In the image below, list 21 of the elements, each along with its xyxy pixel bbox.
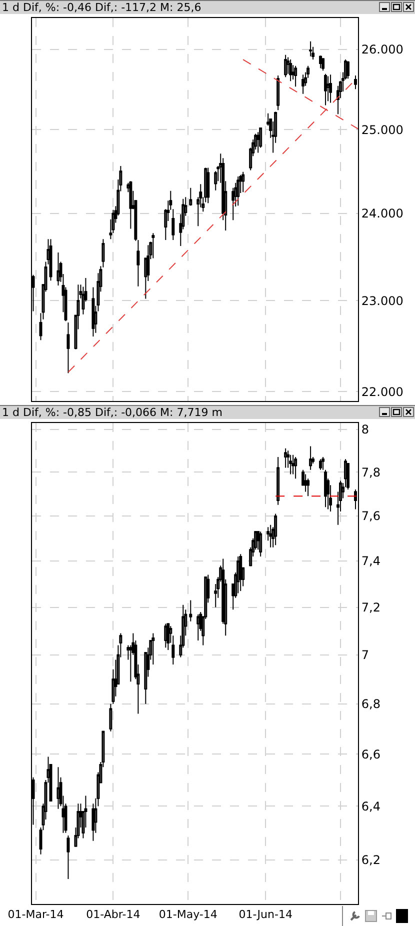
- y-tick-label: 6,2: [361, 853, 380, 868]
- y-tick-label: 25.000: [361, 122, 404, 137]
- y-tick-label: 26.000: [361, 42, 404, 56]
- chart-title: 1 d Dif, %: -0,85 Dif,: -0,066 M: 7,719 m: [2, 406, 222, 419]
- y-tick-label: 7,4: [361, 554, 380, 568]
- y-tick-label: 23.000: [361, 294, 404, 308]
- y-tick-label: 7,2: [361, 600, 380, 614]
- chart-title: 1 d Dif, %: -0,46 Dif,: -117,2 M: 25,6: [2, 1, 202, 14]
- y-tick-label: 24.000: [361, 206, 404, 221]
- x-tick-label: 01-Mar-14: [8, 908, 64, 922]
- y-tick-label: 8: [361, 422, 370, 437]
- y-tick-label: 7,6: [361, 509, 380, 524]
- y-tick-label: 22.000: [361, 384, 404, 399]
- x-tick-label: 01-Jun-14: [238, 908, 292, 922]
- y-tick-label: 7,8: [361, 465, 380, 480]
- y-tick-label: 6,8: [361, 697, 380, 712]
- y-tick-label: 7: [361, 648, 370, 662]
- x-tick-label: 01-May-14: [158, 908, 218, 922]
- y-tick-label: 6,4: [361, 799, 380, 814]
- x-tick-label: 01-Abr-14: [86, 908, 140, 922]
- y-tick-label: 6,6: [361, 747, 380, 762]
